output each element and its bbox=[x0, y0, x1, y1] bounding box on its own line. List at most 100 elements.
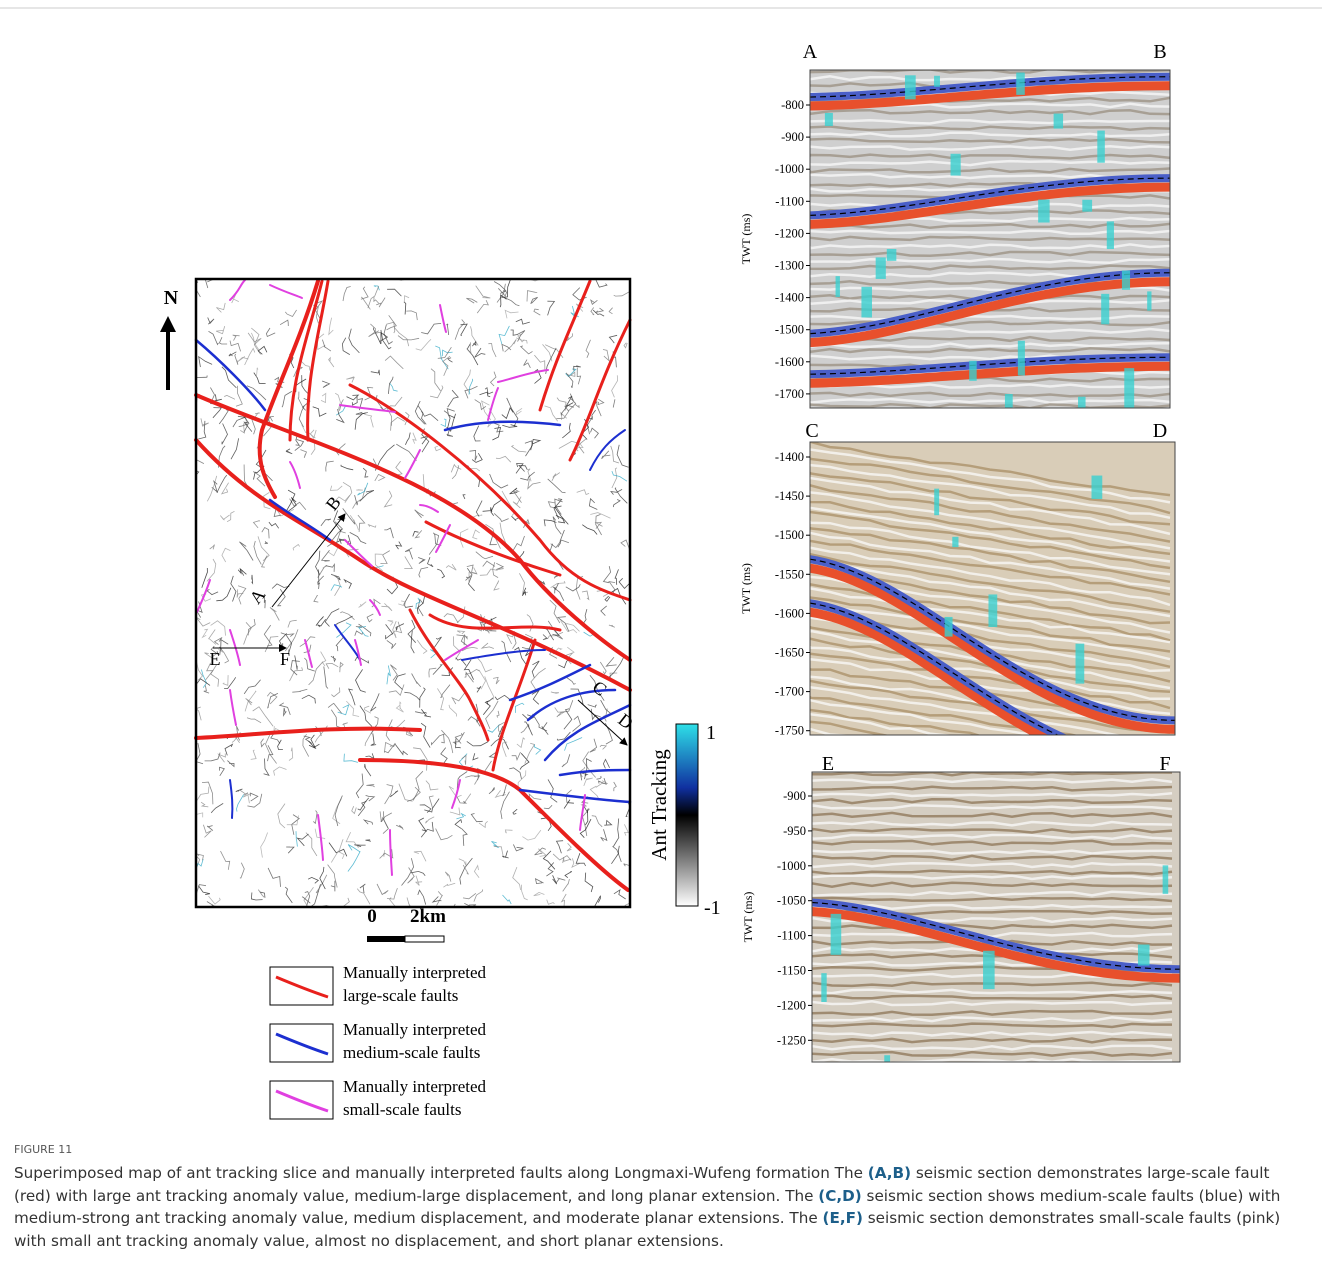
ant-anomaly bbox=[945, 617, 953, 637]
tick-label: -1400 bbox=[775, 450, 804, 464]
ant-anomaly bbox=[1124, 368, 1134, 408]
caption-ref: (E,F) bbox=[823, 1209, 863, 1227]
tick-label: -1550 bbox=[775, 567, 804, 581]
legend-text: small-scale faults bbox=[343, 1100, 462, 1119]
north-label: N bbox=[164, 287, 179, 309]
figure-label: FIGURE 11 bbox=[14, 1143, 1309, 1156]
ant-anomaly bbox=[1018, 341, 1025, 376]
tick-label: -1750 bbox=[775, 724, 804, 738]
tick-label: -1300 bbox=[775, 259, 804, 273]
tick-label: -800 bbox=[781, 98, 804, 112]
seismic-image bbox=[810, 69, 1170, 417]
tick-label: -1000 bbox=[775, 162, 804, 176]
ant-anomaly bbox=[1078, 397, 1086, 417]
ant-anomaly bbox=[1097, 131, 1105, 163]
scale-end: 2km bbox=[410, 906, 446, 927]
tick-label: -1150 bbox=[777, 964, 806, 978]
colorbar-title: Ant Tracking bbox=[647, 749, 671, 861]
colorbar bbox=[676, 724, 698, 906]
axis-label: TWT (ms) bbox=[739, 563, 753, 614]
tick-label: -1700 bbox=[775, 685, 804, 699]
ant-anomaly bbox=[1005, 394, 1013, 415]
tick-label: -1400 bbox=[775, 291, 804, 305]
tick-label: -1700 bbox=[775, 387, 804, 401]
legend-text: Manually interpreted bbox=[343, 1077, 487, 1096]
caption-segment: Superimposed map of ant tracking slice a… bbox=[14, 1164, 868, 1182]
ant-trace bbox=[252, 575, 253, 583]
ant-anomaly bbox=[1038, 200, 1049, 223]
ant-anomaly bbox=[1082, 200, 1092, 212]
map: ABCDEFN02km1-1Ant Tracking bbox=[160, 279, 721, 942]
legend-text: medium-scale faults bbox=[343, 1043, 480, 1062]
figure: A B C D E F N 0 2km 1 -1 Ant Tracking Manually inte… bbox=[0, 0, 1322, 1140]
tick-label: -1600 bbox=[775, 606, 804, 620]
tick-label: -1100 bbox=[777, 929, 806, 943]
legend-text: Manually interpreted bbox=[343, 1020, 487, 1039]
ant-anomaly bbox=[825, 113, 833, 126]
tick-label: -1450 bbox=[775, 489, 804, 503]
tick-label: -900 bbox=[781, 130, 804, 144]
ant-anomaly bbox=[934, 489, 939, 516]
axis-label: TWT (ms) bbox=[739, 214, 753, 265]
ant-anomaly bbox=[969, 361, 976, 381]
seismic-image bbox=[810, 442, 1175, 784]
ant-anomaly bbox=[1054, 114, 1063, 129]
ant-anomaly bbox=[934, 76, 940, 87]
caption: FIGURE 11 Superimposed map of ant tracki… bbox=[14, 1143, 1309, 1252]
tick-label: -900 bbox=[783, 789, 806, 803]
section-label: F bbox=[280, 649, 290, 669]
tick-label: -950 bbox=[783, 824, 806, 838]
tick-label: -1250 bbox=[777, 1033, 806, 1047]
section-end-label: F bbox=[1159, 753, 1170, 775]
tick-label: -1500 bbox=[775, 323, 804, 337]
ant-anomaly bbox=[876, 257, 886, 279]
section-end-label: C bbox=[805, 420, 818, 442]
ant-anomaly bbox=[1122, 271, 1130, 290]
ant-anomaly bbox=[988, 594, 997, 627]
legend-text: Manually interpreted bbox=[343, 963, 487, 982]
caption-ref: (A,B) bbox=[868, 1164, 911, 1182]
ant-anomaly bbox=[836, 276, 840, 297]
north-arrow-head bbox=[160, 316, 176, 332]
ant-anomaly bbox=[951, 154, 961, 176]
seismic-image bbox=[812, 772, 1180, 1091]
tick-label: -1200 bbox=[777, 998, 806, 1012]
ant-anomaly bbox=[905, 75, 916, 99]
section-label: E bbox=[210, 649, 221, 669]
tick-label: -1100 bbox=[775, 194, 804, 208]
ant-anomaly bbox=[1107, 221, 1114, 249]
section-end-label: E bbox=[822, 753, 834, 775]
tick-label: -1650 bbox=[775, 646, 804, 660]
tick-label: -1600 bbox=[775, 355, 804, 369]
colorbar-max: 1 bbox=[706, 722, 716, 744]
ant-anomaly bbox=[1016, 73, 1025, 95]
section-end-label: A bbox=[803, 41, 818, 63]
scale-start: 0 bbox=[367, 906, 377, 927]
ant-anomaly bbox=[861, 287, 872, 318]
axis-label: TWT (ms) bbox=[741, 892, 755, 943]
colorbar-min: -1 bbox=[704, 897, 721, 919]
ant-anomaly bbox=[1138, 945, 1150, 966]
ant-anomaly bbox=[887, 249, 897, 261]
tick-label: -1200 bbox=[775, 226, 804, 240]
ant-anomaly bbox=[983, 951, 995, 989]
ant-anomaly bbox=[884, 1055, 890, 1091]
caption-ref: (C,D) bbox=[818, 1187, 861, 1205]
scale-bar bbox=[367, 936, 405, 942]
ant-anomaly bbox=[1076, 644, 1085, 684]
tick-label: -1050 bbox=[777, 894, 806, 908]
tick-label: -1500 bbox=[775, 528, 804, 542]
scale-bar bbox=[405, 936, 444, 942]
ant-anomaly bbox=[1163, 865, 1169, 893]
tick-label: -1000 bbox=[777, 859, 806, 873]
ant-anomaly bbox=[821, 973, 826, 1002]
legend-text: large-scale faults bbox=[343, 986, 458, 1005]
caption-text: Superimposed map of ant tracking slice a… bbox=[14, 1162, 1309, 1252]
ant-anomaly bbox=[1092, 476, 1103, 499]
ant-anomaly bbox=[1147, 291, 1151, 310]
section-end-label: B bbox=[1153, 41, 1166, 63]
ant-anomaly bbox=[952, 537, 958, 547]
section-end-label: D bbox=[1153, 420, 1167, 442]
ant-anomaly bbox=[1101, 294, 1109, 324]
ant-anomaly bbox=[831, 914, 842, 955]
